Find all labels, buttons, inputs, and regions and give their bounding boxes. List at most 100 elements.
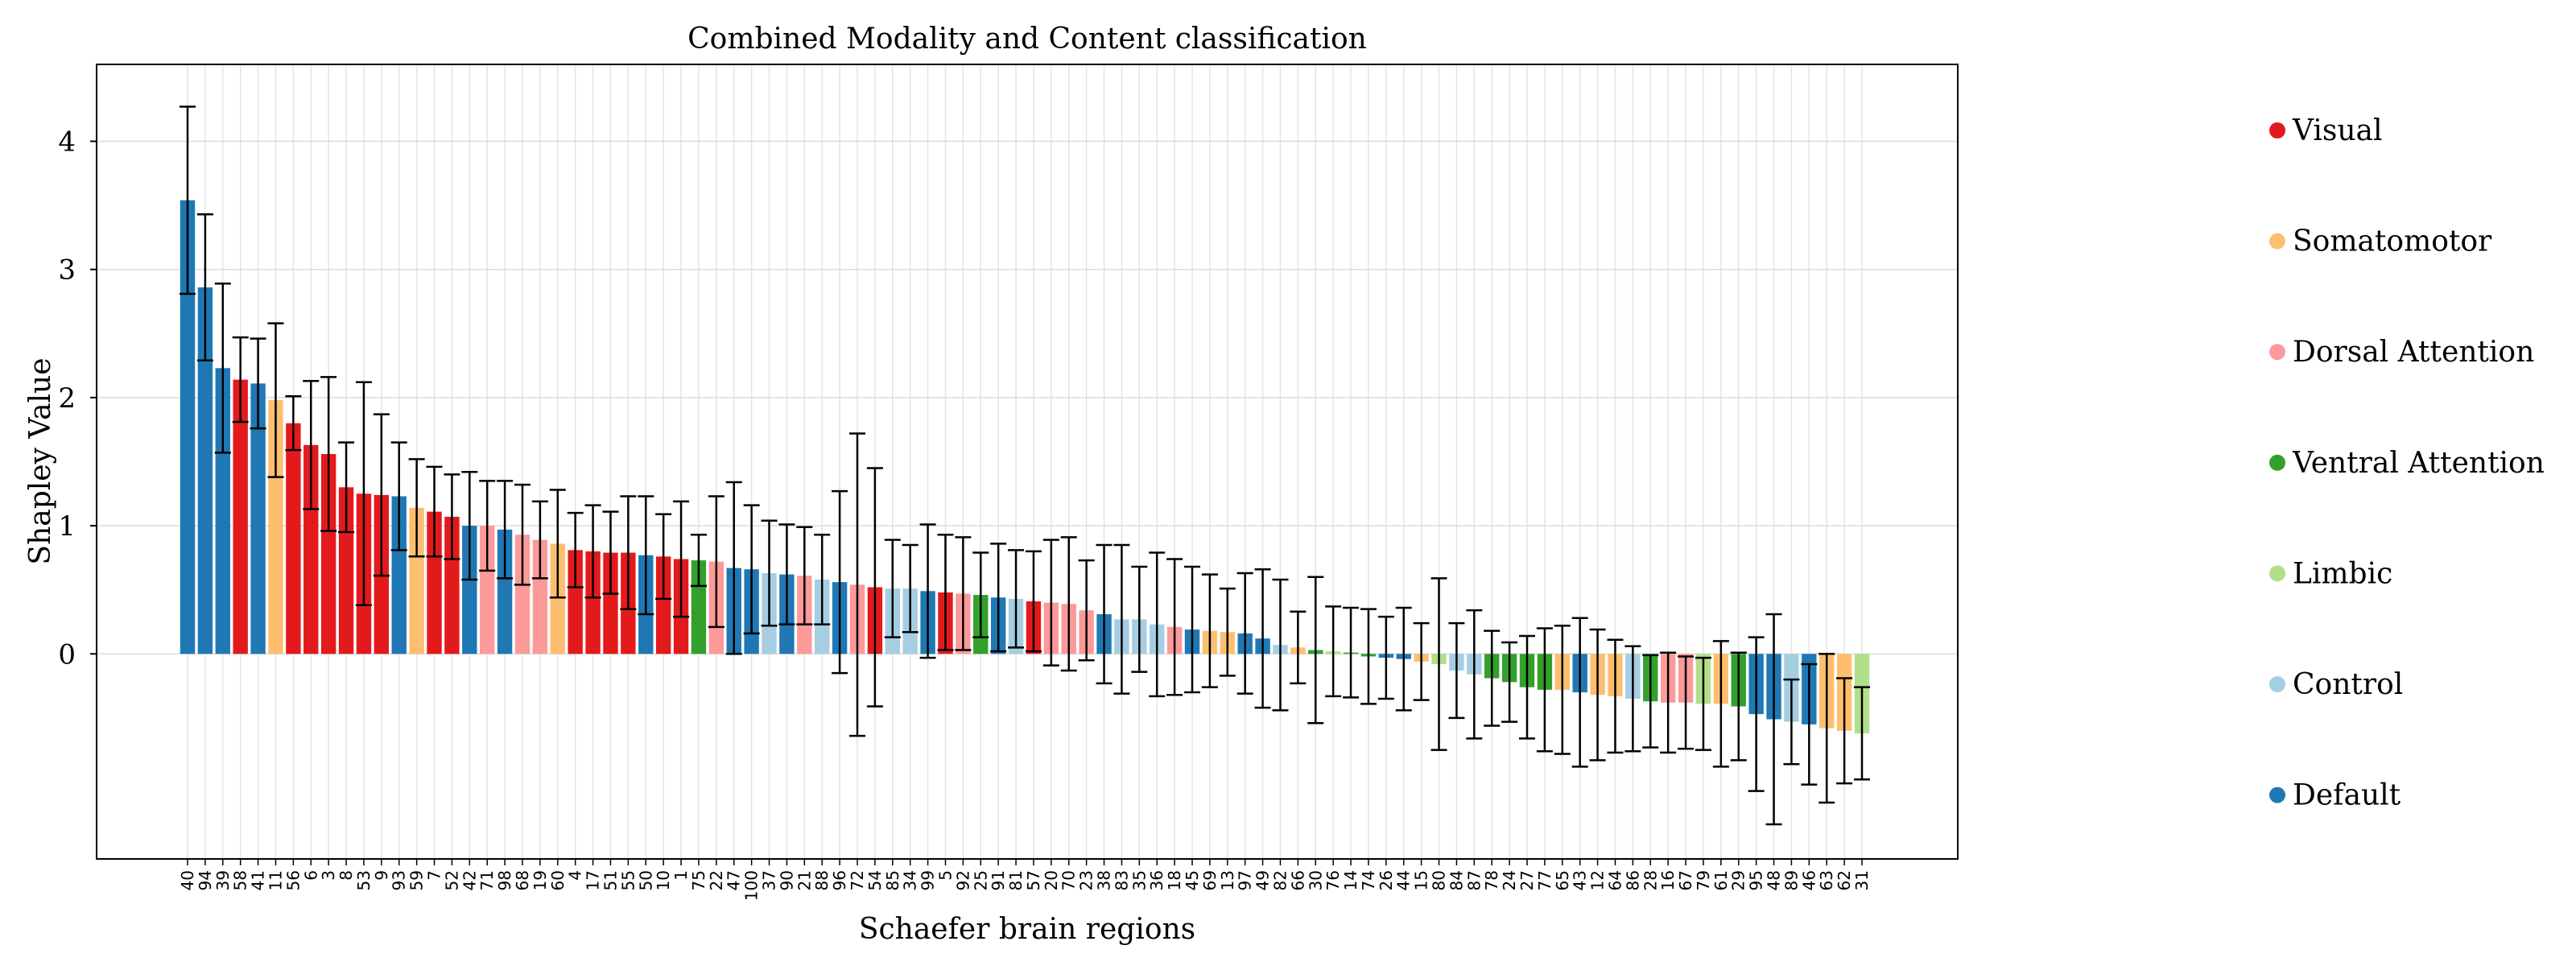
x-tick-label: 27	[1517, 870, 1537, 890]
bar-region-58	[233, 379, 248, 654]
x-tick-label: 45	[1183, 870, 1202, 890]
x-tick-label: 68	[513, 870, 532, 890]
x-tick-label: 65	[1553, 870, 1572, 890]
bar-region-8	[338, 487, 354, 654]
y-tick-label: 2	[58, 382, 76, 415]
x-tick-label: 28	[1641, 870, 1660, 890]
bar-region-39	[215, 368, 230, 654]
x-tick-label: 90	[777, 870, 796, 890]
bar-region-17	[585, 551, 601, 654]
x-tick-label: 81	[1006, 870, 1026, 890]
x-tick-label: 69	[1200, 870, 1220, 890]
x-axis: 4094395841115663853993597524271986819604…	[178, 859, 1872, 901]
x-tick-label: 60	[548, 870, 568, 890]
x-tick-label: 91	[989, 870, 1008, 890]
x-tick-label: 16	[1658, 870, 1678, 890]
x-tick-label: 23	[1077, 870, 1096, 890]
x-tick-label: 13	[1218, 870, 1237, 890]
x-tick-label: 50	[636, 870, 655, 890]
x-tick-label: 1	[671, 870, 691, 881]
x-tick-label: 30	[1306, 870, 1325, 890]
grid	[97, 64, 1958, 859]
x-tick-label: 67	[1676, 870, 1695, 890]
bar-region-40	[180, 200, 196, 654]
bar-region-41	[250, 383, 266, 654]
x-tick-label: 89	[1781, 870, 1801, 890]
bar-region-7	[427, 511, 442, 654]
x-tick-label: 79	[1694, 870, 1713, 890]
x-tick-label: 6	[301, 870, 320, 881]
x-tick-label: 71	[477, 870, 497, 890]
legend-marker-control	[2269, 676, 2285, 692]
x-tick-label: 22	[707, 870, 726, 890]
bar-region-56	[286, 423, 301, 654]
bar-region-6	[303, 444, 319, 654]
x-tick-label: 80	[1430, 870, 1449, 890]
bar-region-42	[462, 526, 477, 654]
bar-region-59	[409, 507, 424, 654]
bar-region-19	[532, 539, 548, 654]
x-tick-label: 17	[584, 870, 603, 890]
x-tick-label: 18	[1165, 870, 1184, 890]
x-tick-label: 70	[1059, 870, 1079, 890]
y-tick-label: 4	[58, 126, 76, 159]
bar-region-60	[550, 543, 565, 654]
x-tick-label: 43	[1571, 870, 1590, 890]
x-tick-label: 35	[1129, 870, 1149, 890]
y-tick-label: 0	[58, 638, 76, 671]
y-tick-label: 1	[58, 510, 76, 543]
x-tick-label: 44	[1394, 870, 1414, 890]
x-tick-label: 74	[1359, 870, 1378, 890]
x-tick-label: 52	[442, 870, 461, 890]
legend-marker-visual	[2269, 122, 2285, 138]
x-tick-label: 77	[1535, 870, 1554, 890]
legend-label: Limbic	[2293, 557, 2392, 590]
bar-region-3	[320, 453, 336, 654]
x-tick-label: 10	[654, 870, 673, 890]
bar-region-94	[197, 287, 213, 654]
bar-region-52	[444, 516, 460, 654]
bar-region-11	[268, 400, 283, 654]
x-tick-label: 83	[1112, 870, 1131, 890]
x-tick-label: 25	[971, 870, 990, 890]
legend-label: Ventral Attention	[2292, 447, 2545, 480]
x-tick-label: 93	[390, 870, 409, 890]
x-tick-label: 92	[953, 870, 972, 890]
x-tick-label: 12	[1588, 870, 1608, 890]
x-tick-label: 72	[848, 870, 867, 890]
x-tick-label: 4	[566, 870, 585, 881]
x-tick-label: 100	[742, 870, 762, 901]
legend: Visual Somatomotor Dorsal Attention Ventral…	[2269, 114, 2545, 812]
x-tick-label: 86	[1623, 870, 1642, 890]
x-tick-label: 19	[530, 870, 550, 890]
x-tick-label: 38	[1095, 870, 1114, 890]
bar-region-75	[691, 560, 707, 654]
x-tick-label: 5	[935, 870, 955, 881]
x-tick-label: 48	[1765, 870, 1784, 890]
error-bars	[180, 105, 1870, 826]
x-tick-label: 20	[1042, 870, 1061, 890]
bar-region-4	[568, 550, 583, 654]
y-tick-label: 3	[58, 254, 76, 287]
legend-marker-limbic	[2269, 565, 2285, 582]
bar-region-71	[480, 526, 495, 654]
x-axis-label: Schaefer brain regions	[859, 913, 1195, 946]
legend-label: Visual	[2292, 114, 2383, 147]
x-tick-label: 24	[1500, 870, 1519, 890]
x-tick-label: 78	[1482, 870, 1501, 890]
x-tick-label: 31	[1852, 870, 1872, 890]
x-tick-label: 64	[1605, 870, 1624, 890]
y-axis: 0 1 2 3 4	[58, 126, 97, 671]
x-tick-label: 85	[883, 870, 902, 890]
x-tick-label: 66	[1288, 870, 1307, 890]
x-tick-label: 58	[231, 870, 250, 890]
x-tick-label: 39	[213, 870, 233, 890]
legend-label: Control	[2293, 668, 2403, 701]
x-tick-label: 47	[724, 870, 744, 890]
x-tick-label: 53	[354, 870, 374, 890]
x-tick-label: 15	[1412, 870, 1431, 890]
bar-region-10	[655, 556, 671, 654]
x-tick-label: 37	[760, 870, 779, 890]
x-tick-label: 55	[618, 870, 638, 890]
